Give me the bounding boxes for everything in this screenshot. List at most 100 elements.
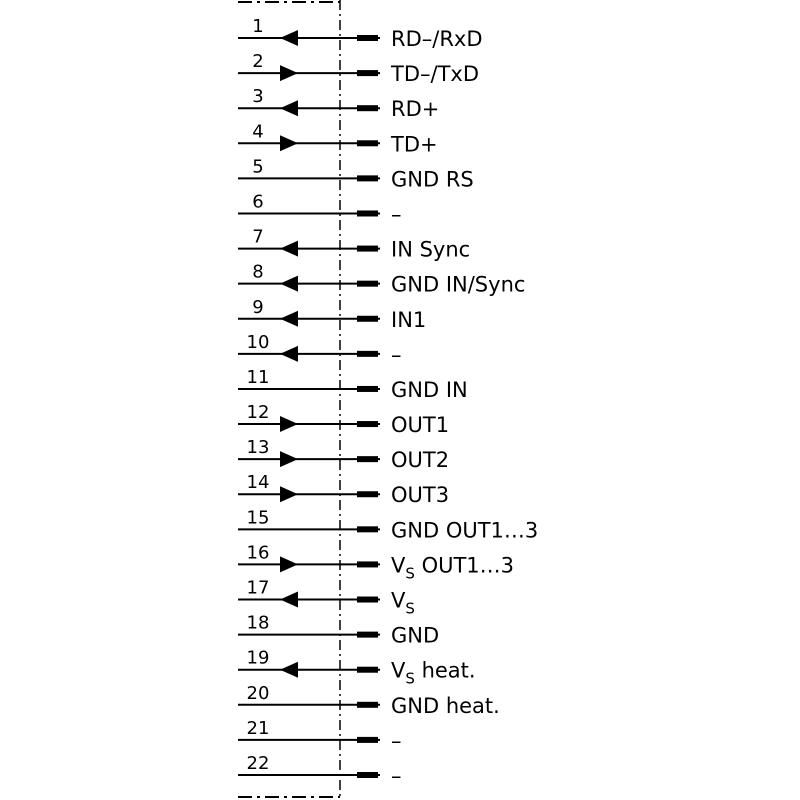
- label-suffix: OUT1…3: [415, 553, 514, 577]
- pin-terminal: [357, 736, 378, 743]
- pin-label: –: [391, 343, 402, 367]
- pin-label: GND IN: [391, 378, 468, 402]
- pin-number: 3: [252, 86, 263, 107]
- arrow-in: [280, 30, 298, 46]
- pin-terminal: [357, 140, 378, 147]
- arrow-out: [280, 451, 298, 468]
- pin-number: 2: [252, 51, 263, 72]
- pin-label: GND RS: [391, 167, 474, 191]
- pin-terminal: [357, 385, 378, 392]
- pin-number: 14: [247, 472, 270, 493]
- pin-label: IN Sync: [391, 238, 470, 262]
- label-text: V: [391, 553, 406, 577]
- pin-label: OUT3: [391, 483, 449, 507]
- label-subscript: S: [405, 670, 415, 688]
- label-text: GND heat.: [391, 694, 500, 718]
- pin-label: VS heat.: [391, 659, 476, 688]
- pin-terminal: [357, 596, 378, 603]
- label-text: RD+: [391, 97, 439, 121]
- pin-number: 22: [247, 753, 270, 774]
- pin-label: VS OUT1…3: [391, 553, 514, 582]
- pin-number: 10: [247, 332, 270, 353]
- pin-terminal: [357, 315, 378, 322]
- label-text: V: [391, 659, 406, 683]
- pin-number: 4: [252, 121, 263, 142]
- pin-number: 13: [247, 437, 270, 458]
- pin-label: –: [391, 764, 402, 788]
- label-text: OUT1: [391, 413, 449, 437]
- label-text: TD+: [390, 132, 438, 156]
- pin-label: RD+: [391, 97, 439, 121]
- label-text: GND OUT1…3: [391, 518, 538, 542]
- pin-label: OUT2: [391, 448, 449, 472]
- label-text: OUT3: [391, 483, 449, 507]
- pin-number: 1: [252, 16, 263, 37]
- pin-terminal: [357, 70, 378, 77]
- arrow-in: [280, 310, 298, 327]
- pin-number: 9: [252, 297, 263, 318]
- arrow-in: [280, 100, 298, 117]
- pin-number: 16: [247, 542, 270, 563]
- pin-terminal: [357, 105, 378, 112]
- pin-number: 21: [247, 718, 270, 739]
- label-text: –: [391, 729, 402, 753]
- pin-label: TD–/TxD: [390, 62, 479, 86]
- pin-label: GND IN/Sync: [391, 273, 525, 297]
- label-text: –: [391, 343, 402, 367]
- arrow-out: [280, 556, 298, 573]
- label-text: V: [391, 589, 406, 613]
- pin-terminal: [357, 561, 378, 568]
- pin-terminal: [357, 175, 378, 182]
- arrow-in: [280, 345, 298, 362]
- arrow-out: [280, 416, 298, 433]
- pin-label: RD–/RxD: [391, 27, 483, 51]
- arrow-out: [280, 486, 298, 503]
- pin-terminal: [357, 280, 378, 287]
- label-text: IN1: [391, 308, 426, 332]
- label-text: GND: [391, 624, 439, 648]
- pin-number: 20: [247, 683, 270, 704]
- pin-label: TD+: [390, 132, 438, 156]
- label-text: –: [391, 764, 402, 788]
- pin-number: 6: [252, 191, 263, 212]
- pin-number: 12: [247, 402, 270, 423]
- label-text: OUT2: [391, 448, 449, 472]
- label-text: GND IN/Sync: [391, 273, 525, 297]
- label-text: RD–/RxD: [391, 27, 483, 51]
- label-text: –: [391, 202, 402, 226]
- arrow-out: [280, 65, 298, 82]
- arrow-out: [280, 135, 298, 152]
- pin-label: OUT1: [391, 413, 449, 437]
- label-text: IN Sync: [391, 238, 470, 262]
- label-text: GND IN: [391, 378, 468, 402]
- pin-label: VS: [391, 589, 415, 618]
- pin-label: GND: [391, 624, 439, 648]
- pin-terminal: [357, 210, 378, 217]
- pin-terminal: [357, 701, 378, 708]
- pin-label: IN1: [391, 308, 426, 332]
- pin-terminal: [357, 666, 378, 673]
- arrow-in: [280, 591, 298, 608]
- pin-terminal: [357, 421, 378, 428]
- pin-number: 8: [252, 262, 263, 283]
- pin-terminal: [357, 491, 378, 498]
- pin-label: –: [391, 729, 402, 753]
- label-subscript: S: [405, 564, 415, 582]
- pin-label: –: [391, 202, 402, 226]
- pin-label: GND OUT1…3: [391, 518, 538, 542]
- arrow-in: [280, 275, 298, 292]
- pin-terminal: [357, 456, 378, 463]
- arrow-in: [280, 661, 298, 678]
- label-text: TD–/TxD: [390, 62, 479, 86]
- label-subscript: S: [405, 600, 415, 618]
- pin-number: 5: [252, 156, 263, 177]
- pin-terminal: [357, 631, 378, 638]
- pin-number: 7: [252, 227, 263, 248]
- pin-number: 11: [247, 367, 270, 388]
- pin-number: 18: [247, 613, 270, 634]
- pin-number: 17: [247, 578, 270, 599]
- label-text: GND RS: [391, 167, 474, 191]
- pin-terminal: [357, 772, 378, 778]
- arrow-in: [280, 240, 298, 257]
